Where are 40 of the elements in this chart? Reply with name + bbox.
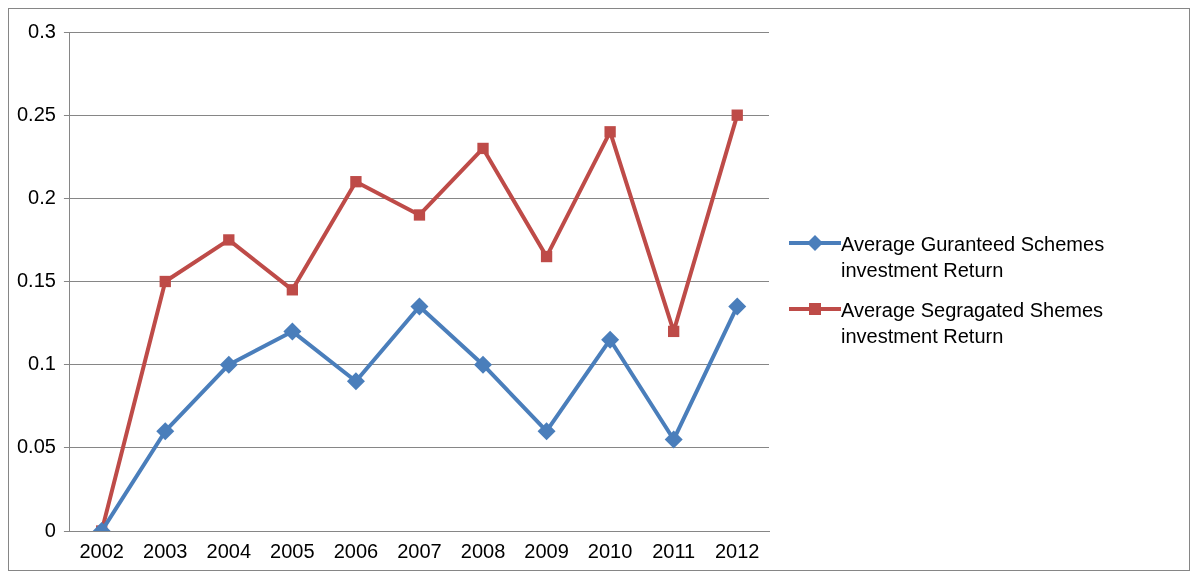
- point: [474, 355, 493, 374]
- point: [219, 355, 238, 374]
- point: [731, 109, 743, 121]
- point: [346, 372, 365, 391]
- x-tick-label: 2008: [460, 539, 506, 562]
- point: [477, 142, 489, 155]
- x-tick-label: 2003: [143, 539, 188, 562]
- legend-label: Average Segragated Shemes investment Return: [841, 297, 1105, 349]
- x-tick-label: 2009: [524, 539, 569, 562]
- point: [728, 297, 747, 316]
- point: [350, 176, 362, 188]
- x-tick-label: 2006: [333, 539, 379, 562]
- legend-label: Average Guranteed Schemes investment Return: [841, 231, 1106, 283]
- point: [223, 234, 235, 246]
- y-tick-label: 0.05: [16, 435, 56, 458]
- y-tick-label: 0.2: [28, 185, 56, 208]
- point: [283, 322, 302, 341]
- point: [156, 422, 175, 441]
- point: [159, 275, 171, 288]
- x-tick-label: 2002: [79, 539, 124, 562]
- x-tick-label: 2007: [397, 539, 442, 562]
- point: [668, 325, 680, 338]
- point: [540, 250, 553, 263]
- x-tick-label: 2011: [652, 539, 696, 562]
- y-tick-label: 0.25: [16, 102, 56, 125]
- y-tick-label: 0.1: [28, 352, 56, 375]
- y-tick-label: 0.3: [28, 19, 56, 42]
- point: [413, 209, 426, 221]
- point: [286, 284, 299, 296]
- y-tick-label: 0: [44, 518, 56, 541]
- x-tick-label: 2005: [270, 539, 315, 562]
- y-tick-label: 0.15: [16, 269, 56, 292]
- point: [604, 126, 616, 138]
- x-tick-label: 2004: [206, 539, 252, 562]
- point: [410, 297, 429, 316]
- x-tick-label: 2010: [587, 539, 633, 562]
- point: [664, 430, 683, 449]
- point: [601, 330, 620, 349]
- x-tick-label: 2012: [714, 539, 760, 562]
- point: [537, 422, 556, 441]
